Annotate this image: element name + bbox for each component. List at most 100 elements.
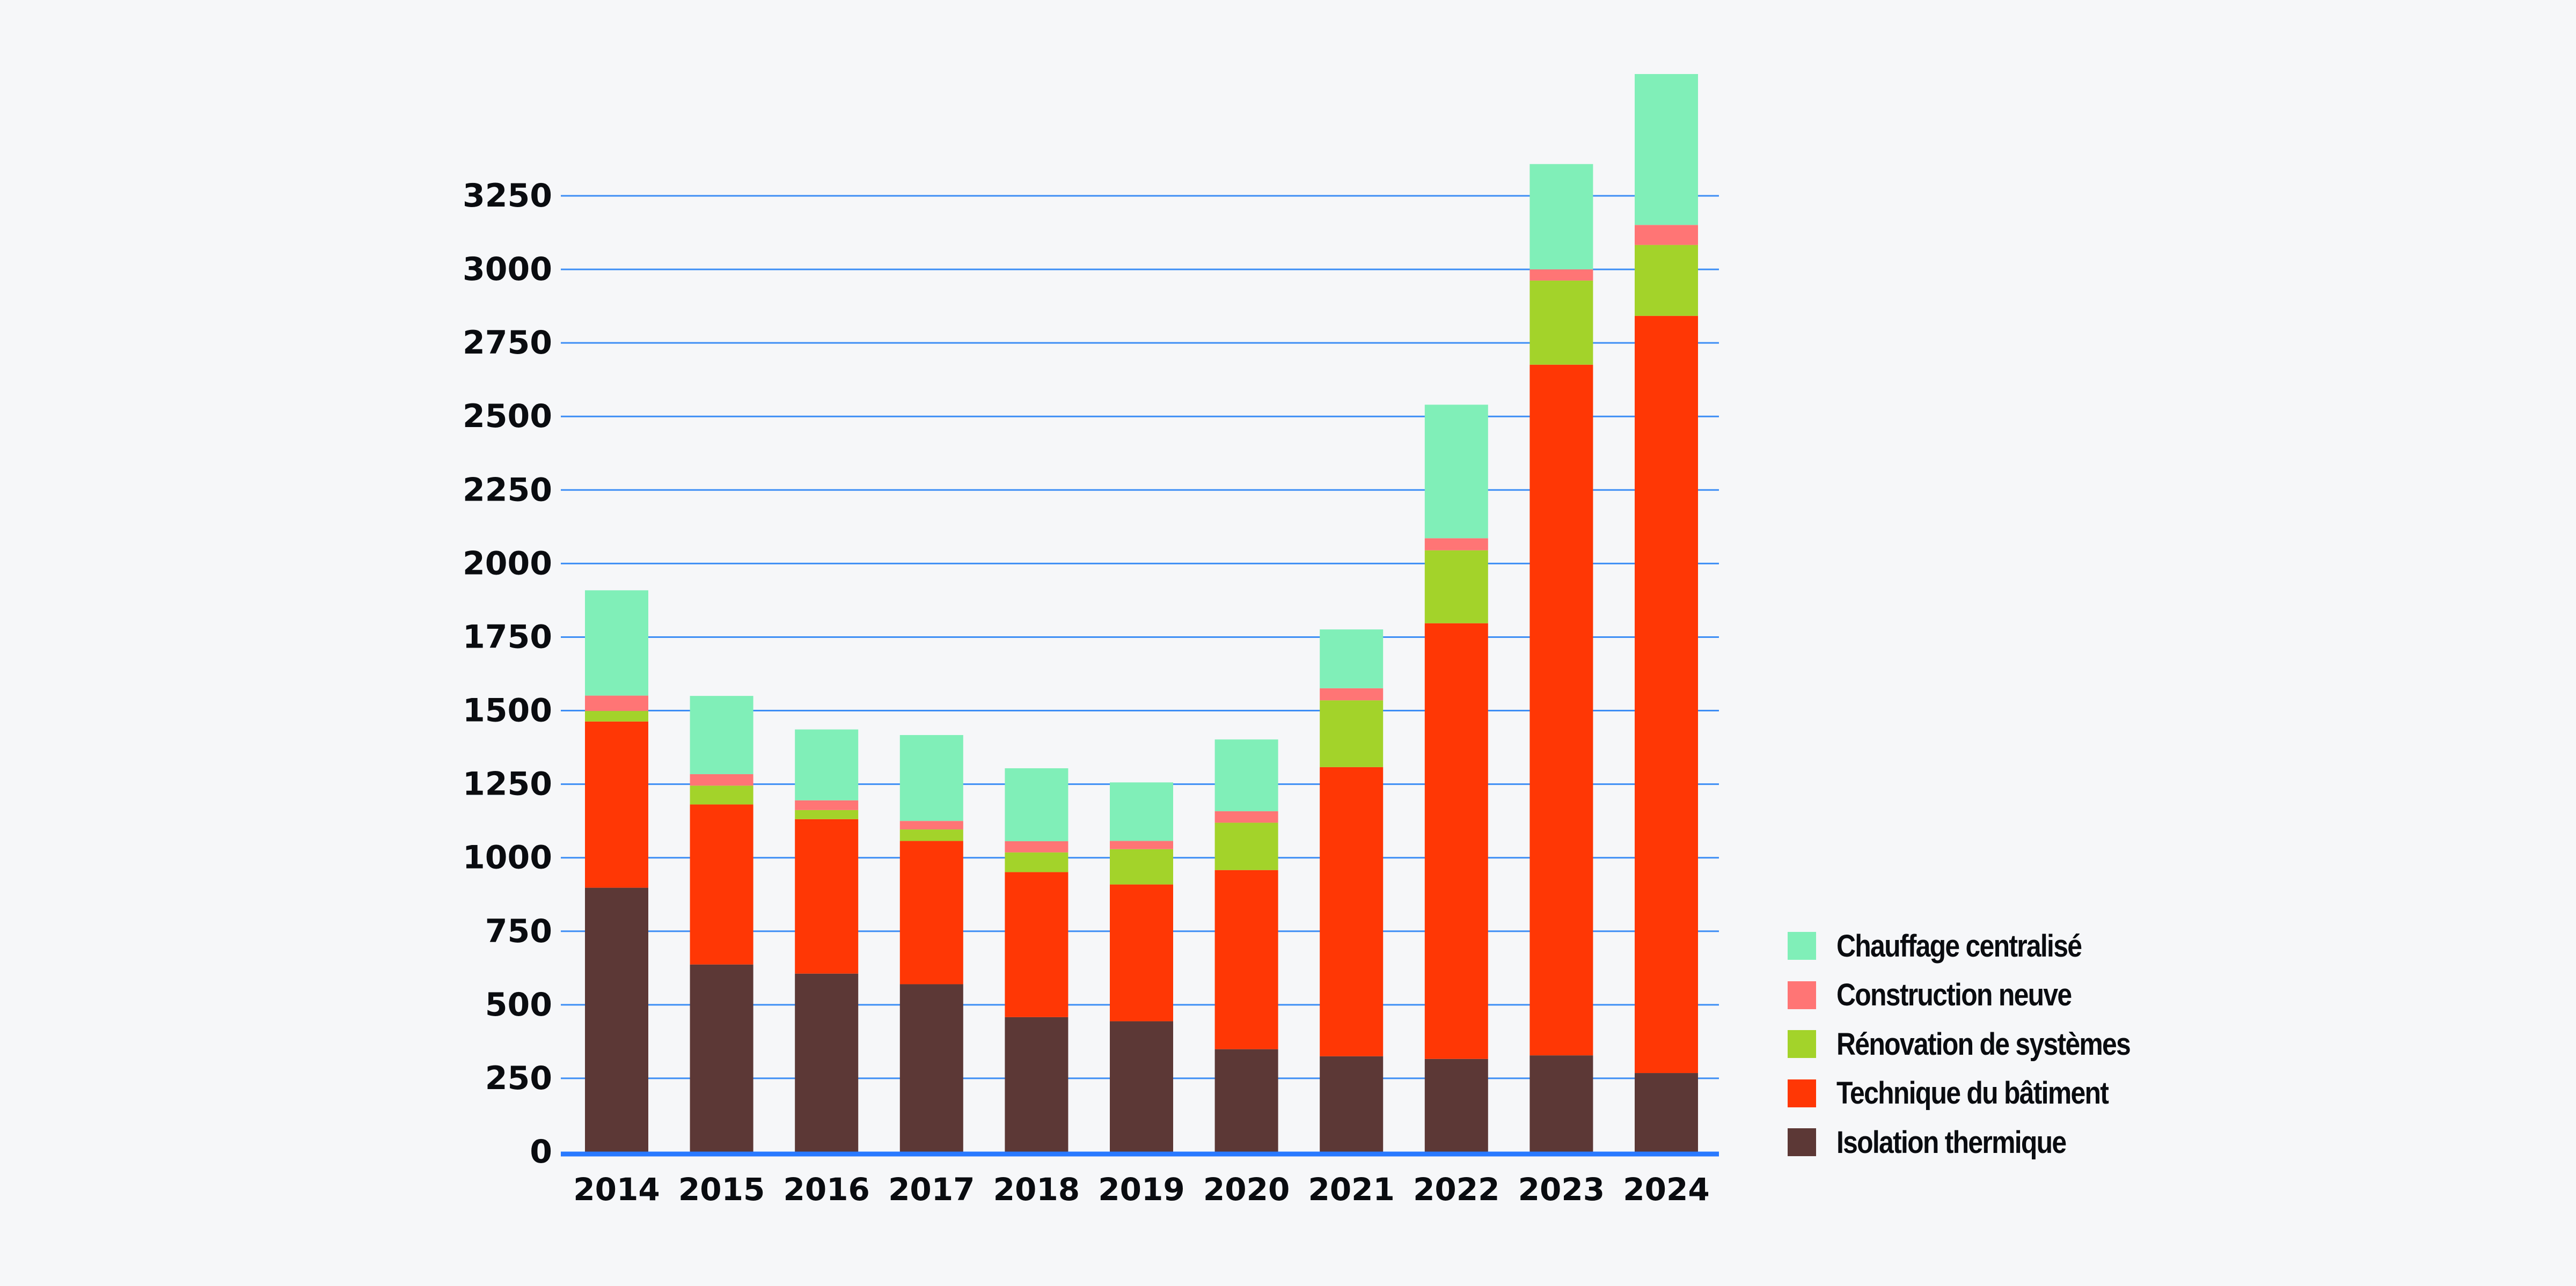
bar-segment-chauffage-centralise (1635, 74, 1698, 225)
y-tick-label: 3000 (463, 251, 552, 288)
bar-segment-chauffage-centralise (690, 696, 753, 774)
bar-segment-renovation-de-systemes (795, 810, 859, 819)
bar-segment-construction-neuve (1529, 269, 1593, 281)
legend-label: Construction neuve (1836, 978, 2072, 1012)
x-tick-label: 2023 (1518, 1171, 1605, 1208)
bar-segment-renovation-de-systemes (1110, 849, 1173, 885)
bar-segment-technique-du-batiment (899, 841, 963, 984)
y-tick-label: 500 (485, 986, 552, 1024)
bar-stack-2020 (1214, 739, 1278, 1152)
y-tick-label: 1250 (463, 766, 552, 803)
bar-segment-chauffage-centralise (585, 590, 648, 696)
legend-swatch (1788, 1079, 1816, 1107)
bar-segment-construction-neuve (795, 800, 859, 810)
bar-segment-construction-neuve (1635, 225, 1698, 245)
y-tick-label: 1500 (463, 692, 552, 730)
bar-segment-technique-du-batiment (585, 721, 648, 888)
y-tick-label: 3250 (463, 177, 552, 215)
y-tick-label: 2250 (463, 471, 552, 509)
x-tick-label: 2019 (1098, 1171, 1184, 1208)
bar-segment-isolation-thermique (690, 964, 753, 1152)
bar-segment-construction-neuve (1214, 811, 1278, 823)
bar-segment-construction-neuve (899, 821, 963, 830)
bar-segment-technique-du-batiment (1529, 364, 1593, 1056)
bar-stack-2015 (690, 696, 753, 1152)
legend-swatch (1788, 1030, 1816, 1058)
x-tick-label: 2021 (1308, 1171, 1394, 1208)
x-tick-label: 2014 (573, 1171, 660, 1208)
x-tick-label: 2016 (783, 1171, 869, 1208)
bar-segment-technique-du-batiment (1214, 870, 1278, 1049)
bar-segment-construction-neuve (1320, 688, 1384, 701)
bar-segment-renovation-de-systemes (899, 829, 963, 841)
bar-segment-technique-du-batiment (1424, 623, 1488, 1059)
bar-segment-chauffage-centralise (795, 729, 859, 800)
legend-label: Chauffage centralisé (1836, 928, 2082, 964)
bar-segment-chauffage-centralise (899, 735, 963, 821)
bar-segment-isolation-thermique (1320, 1056, 1384, 1152)
bar-segment-renovation-de-systemes (1635, 245, 1698, 316)
bar-segment-isolation-thermique (899, 984, 963, 1152)
legend-item: Isolation thermique (1788, 1125, 2178, 1160)
x-tick-label: 2018 (993, 1171, 1080, 1208)
bar-segment-chauffage-centralise (1320, 629, 1384, 688)
legend-label: Rénovation de systèmes (1836, 1026, 2131, 1062)
bar-segment-technique-du-batiment (1110, 884, 1173, 1022)
legend-label: Technique du bâtiment (1836, 1076, 2109, 1111)
y-tick-label: 1000 (463, 839, 552, 877)
x-tick-label: 2020 (1203, 1171, 1290, 1208)
bar-segment-isolation-thermique (1005, 1017, 1069, 1152)
bar-segment-isolation-thermique (1110, 1021, 1173, 1152)
y-tick-label: 2750 (463, 324, 552, 362)
bar-segment-renovation-de-systemes (1320, 700, 1384, 767)
bar-segment-isolation-thermique (795, 973, 859, 1152)
y-tick-label: 750 (485, 913, 552, 950)
bar-stack-2018 (1005, 768, 1069, 1152)
bar-segment-construction-neuve (585, 695, 648, 711)
bar-segment-chauffage-centralise (1110, 782, 1173, 841)
bar-stack-2022 (1424, 405, 1488, 1152)
bar-segment-isolation-thermique (585, 887, 648, 1152)
bar-segment-renovation-de-systemes (1424, 550, 1488, 623)
bar-segment-isolation-thermique (1424, 1059, 1488, 1152)
y-tick-label: 1750 (463, 618, 552, 656)
bar-stack-2019 (1110, 782, 1173, 1152)
bar-segment-construction-neuve (1424, 538, 1488, 550)
bar-stack-2021 (1320, 629, 1384, 1152)
bar-segment-chauffage-centralise (1424, 405, 1488, 539)
bar-segment-renovation-de-systemes (1214, 822, 1278, 870)
x-tick-label: 2017 (888, 1171, 975, 1208)
bar-segment-chauffage-centralise (1005, 768, 1069, 841)
bar-segment-technique-du-batiment (1005, 872, 1069, 1017)
x-axis-tick-labels: 2014 2015 2016 2017 2018 2019 2020 2021 2022 2023… (573, 1171, 1709, 1208)
bar-segment-isolation-thermique (1635, 1073, 1698, 1152)
bar-segment-renovation-de-systemes (690, 785, 753, 805)
bar-segment-renovation-de-systemes (1005, 852, 1069, 872)
legend-item: Chauffage centralisé (1788, 929, 2178, 964)
bar-stack-2014 (585, 590, 648, 1152)
bar-segment-renovation-de-systemes (1529, 280, 1593, 365)
bar-segment-chauffage-centralise (1529, 164, 1593, 270)
legend-item: Technique du bâtiment (1788, 1076, 2178, 1111)
bar-stack-2016 (795, 729, 859, 1152)
y-tick-label: 2000 (463, 545, 552, 582)
y-tick-label: 250 (485, 1060, 552, 1097)
x-tick-label: 2024 (1623, 1171, 1709, 1208)
y-tick-label: 0 (530, 1133, 552, 1171)
y-axis-tick-labels: 0 250 500 750 1000 1250 1500 1750 2000 2250 2500 27… (463, 177, 552, 1171)
x-tick-label: 2015 (678, 1171, 765, 1208)
bars (585, 74, 1698, 1152)
legend-swatch (1788, 981, 1816, 1009)
legend-swatch (1788, 932, 1816, 960)
legend: Chauffage centralisé Construction neuve Ré… (1788, 929, 2178, 1178)
bar-segment-technique-du-batiment (1320, 767, 1384, 1056)
legend-label: Isolation thermique (1836, 1125, 2067, 1160)
bar-segment-isolation-thermique (1529, 1055, 1593, 1152)
legend-item: Rénovation de systèmes (1788, 1027, 2178, 1062)
x-tick-label: 2022 (1413, 1171, 1499, 1208)
legend-item: Construction neuve (1788, 978, 2178, 1012)
bar-segment-chauffage-centralise (1214, 739, 1278, 812)
bar-segment-construction-neuve (1005, 841, 1069, 853)
bar-segment-technique-du-batiment (1635, 315, 1698, 1074)
